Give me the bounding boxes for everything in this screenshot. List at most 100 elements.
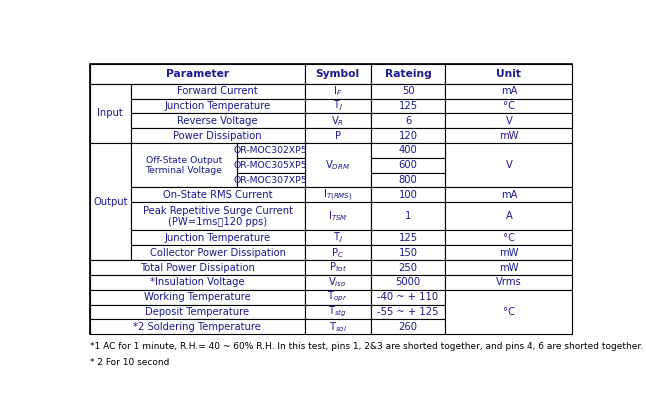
Text: Output: Output [93, 196, 127, 206]
Text: Input: Input [98, 108, 123, 118]
Bar [130, 98, 304, 113]
Bar [371, 158, 446, 173]
Text: Rateing: Rateing [384, 69, 432, 79]
Bar [90, 84, 130, 143]
Bar [304, 65, 371, 84]
Bar [130, 128, 304, 143]
Text: Symbol: Symbol [315, 69, 360, 79]
Bar [371, 260, 446, 275]
Text: I$_{TSM}$: I$_{TSM}$ [328, 209, 348, 223]
Bar [90, 304, 304, 319]
Bar [371, 143, 446, 158]
Bar [371, 245, 446, 260]
Bar [304, 290, 371, 304]
Text: I$_{T(RMS)}$: I$_{T(RMS)}$ [323, 187, 352, 203]
Text: 400: 400 [399, 146, 417, 156]
Bar [130, 84, 304, 98]
Text: 100: 100 [399, 190, 417, 200]
Bar [304, 231, 371, 245]
Bar [371, 128, 446, 143]
Bar [304, 275, 371, 290]
Text: 120: 120 [399, 131, 417, 141]
Bar [90, 290, 304, 304]
Bar [237, 158, 304, 173]
Text: °C: °C [503, 233, 515, 243]
Bar [446, 188, 572, 202]
Text: Parameter: Parameter [165, 69, 229, 79]
Bar [304, 128, 371, 143]
Text: °C: °C [503, 101, 515, 111]
Text: 260: 260 [399, 322, 417, 332]
Bar [446, 202, 572, 231]
Text: Peak Repetitive Surge Current
(PW=1ms，120 pps): Peak Repetitive Surge Current (PW=1ms，12… [143, 206, 293, 227]
Bar [371, 98, 446, 113]
Text: *2 Soldering Temperature: *2 Soldering Temperature [133, 322, 261, 332]
Bar [90, 65, 304, 84]
Bar [90, 65, 572, 334]
Text: mW: mW [499, 131, 519, 141]
Bar [130, 113, 304, 128]
Text: P$_C$: P$_C$ [331, 246, 344, 260]
Bar [446, 290, 572, 334]
Bar [371, 65, 446, 84]
Bar [446, 143, 572, 188]
Text: 125: 125 [399, 233, 417, 243]
Bar [130, 231, 304, 245]
Text: T$_J$: T$_J$ [333, 99, 342, 113]
Bar [371, 275, 446, 290]
Bar [237, 173, 304, 188]
Bar [446, 245, 572, 260]
Text: Reverse Voltage: Reverse Voltage [178, 116, 258, 126]
Bar [371, 84, 446, 98]
Text: Unit: Unit [496, 69, 521, 79]
Text: 150: 150 [399, 248, 417, 258]
Bar [446, 260, 572, 275]
Text: Junction Temperature: Junction Temperature [165, 101, 271, 111]
Text: mA: mA [501, 86, 517, 96]
Text: 800: 800 [399, 175, 417, 185]
Bar [130, 245, 304, 260]
Bar [371, 304, 446, 319]
Text: * 2 For 10 second: * 2 For 10 second [90, 358, 169, 367]
Bar [304, 202, 371, 231]
Bar [371, 202, 446, 231]
Text: OR-MOC305XP5: OR-MOC305XP5 [234, 161, 307, 170]
Text: OR-MOC302XP5: OR-MOC302XP5 [234, 146, 307, 155]
Text: -55 ~ + 125: -55 ~ + 125 [377, 307, 439, 317]
Bar [371, 173, 446, 188]
Bar [304, 188, 371, 202]
Text: 600: 600 [399, 160, 417, 170]
Bar [371, 188, 446, 202]
Text: -40 ~ + 110: -40 ~ + 110 [377, 292, 439, 302]
Bar [304, 84, 371, 98]
Bar [371, 290, 446, 304]
Bar [446, 275, 572, 290]
Bar [446, 98, 572, 113]
Text: Collector Power Dissipation: Collector Power Dissipation [150, 248, 286, 258]
Bar [371, 231, 446, 245]
Text: 1: 1 [405, 211, 412, 221]
Bar [304, 304, 371, 319]
Text: T$_J$: T$_J$ [333, 231, 342, 245]
Text: Junction Temperature: Junction Temperature [165, 233, 271, 243]
Text: T$_{stg}$: T$_{stg}$ [328, 305, 347, 319]
Text: Power Dissipation: Power Dissipation [173, 131, 262, 141]
Text: 5000: 5000 [395, 277, 421, 287]
Bar [237, 143, 304, 158]
Text: *Insulation Voltage: *Insulation Voltage [150, 277, 244, 287]
Bar [130, 143, 237, 188]
Text: 6: 6 [405, 116, 412, 126]
Bar [371, 319, 446, 334]
Text: mA: mA [501, 190, 517, 200]
Text: *1 AC for 1 minute, R.H.= 40 ~ 60% R.H. In this test, pins 1, 2&3 are shorted to: *1 AC for 1 minute, R.H.= 40 ~ 60% R.H. … [90, 342, 643, 351]
Text: OR-MOC307XP5: OR-MOC307XP5 [234, 176, 307, 185]
Text: V$_{DRM}$: V$_{DRM}$ [325, 158, 350, 172]
Bar [304, 113, 371, 128]
Text: °C: °C [503, 307, 515, 317]
Bar [304, 143, 371, 188]
Bar [90, 143, 130, 260]
Text: Vrms: Vrms [496, 277, 522, 287]
Bar [90, 319, 304, 334]
Bar [304, 260, 371, 275]
Text: V: V [505, 116, 512, 126]
